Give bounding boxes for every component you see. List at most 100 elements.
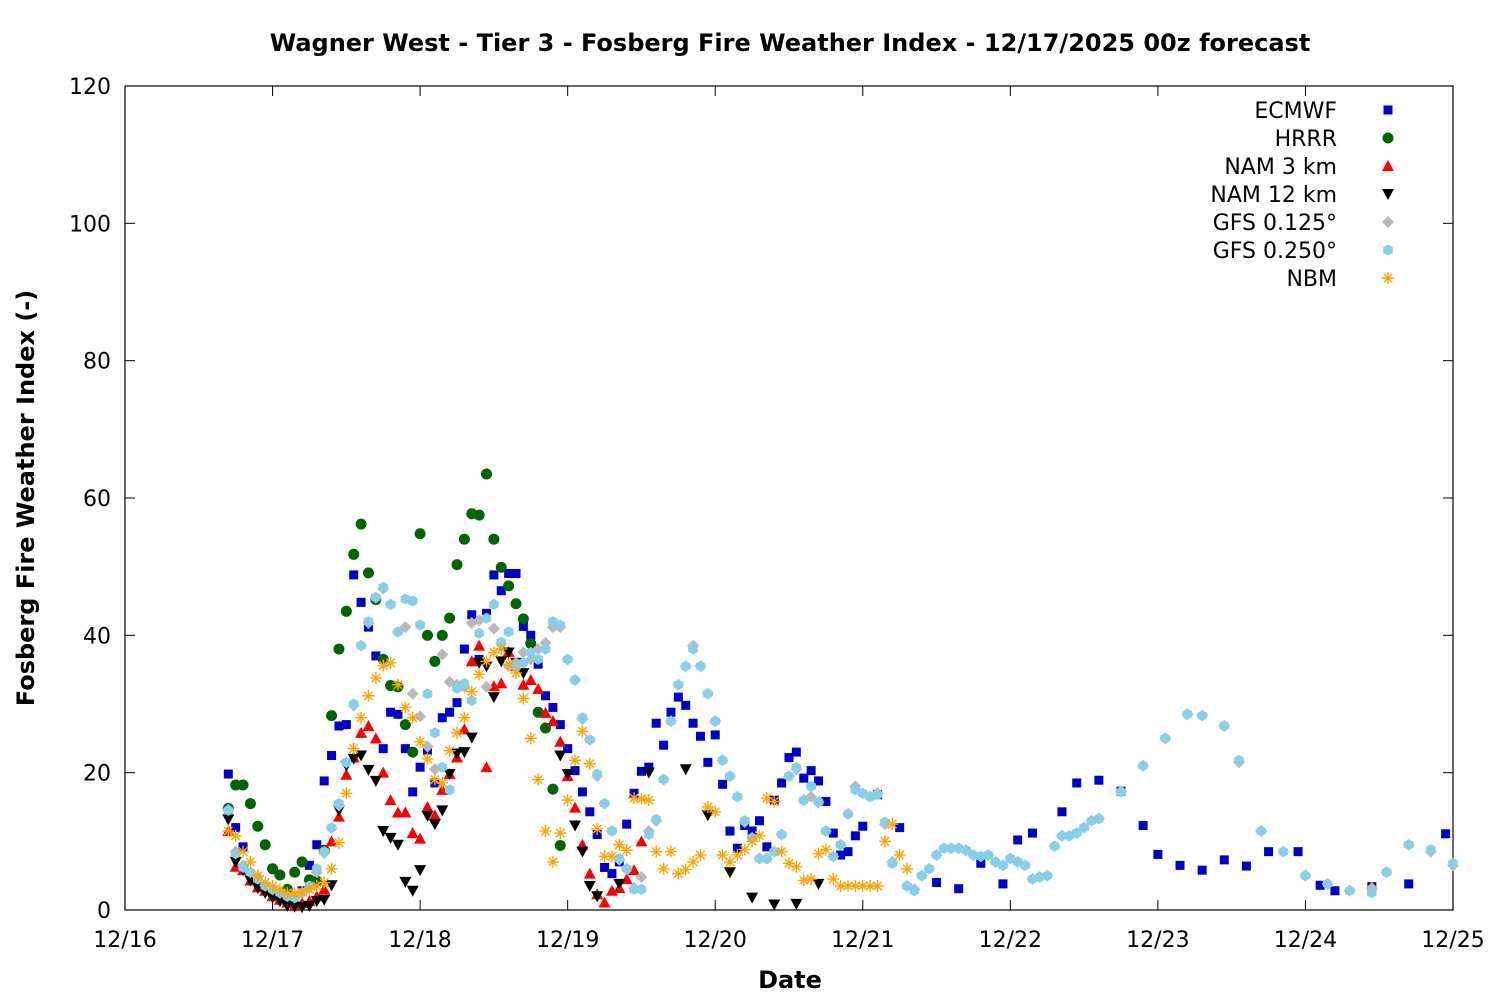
data-point — [421, 810, 434, 822]
data-point — [546, 855, 559, 868]
data-point — [458, 533, 470, 545]
data-point — [990, 856, 1001, 868]
data-point — [384, 656, 397, 669]
data-point — [385, 598, 396, 610]
data-point — [436, 776, 449, 789]
data-point — [554, 827, 567, 840]
data-point — [532, 682, 545, 694]
data-point — [864, 879, 877, 892]
data-point — [554, 750, 567, 762]
data-point — [526, 630, 536, 640]
data-point — [555, 619, 566, 631]
data-point — [872, 789, 883, 801]
data-point — [1153, 849, 1163, 859]
data-point — [814, 776, 824, 786]
data-point — [598, 850, 611, 863]
data-point — [524, 673, 537, 685]
data-point — [1426, 844, 1436, 856]
data-point — [703, 688, 713, 700]
data-point — [768, 899, 781, 911]
legend-marker — [1383, 244, 1393, 256]
data-point — [238, 861, 248, 873]
data-point — [1072, 827, 1082, 839]
data-point — [502, 658, 515, 671]
data-point — [694, 849, 707, 862]
data-point — [489, 570, 499, 580]
data-point — [467, 610, 477, 620]
data-point — [495, 656, 508, 668]
data-point — [296, 902, 309, 914]
data-point — [517, 692, 530, 705]
data-point — [797, 874, 810, 887]
data-point — [415, 619, 425, 631]
data-point — [303, 883, 316, 896]
data-point — [1020, 859, 1030, 871]
data-point — [223, 804, 234, 816]
data-point — [1160, 732, 1170, 744]
data-point — [585, 734, 595, 746]
legend-marker — [1383, 105, 1393, 115]
x-axis-label: Date — [758, 966, 822, 994]
legend-marker — [1382, 132, 1394, 144]
data-point — [378, 744, 388, 754]
data-point — [428, 819, 441, 831]
data-point — [858, 821, 868, 831]
data-point — [828, 828, 838, 838]
data-point — [1293, 847, 1303, 857]
data-point — [318, 894, 331, 906]
x-tick-label: 12/21 — [831, 928, 894, 953]
data-point — [607, 869, 617, 879]
data-point — [451, 559, 463, 571]
data-point — [856, 879, 869, 892]
data-point — [517, 668, 530, 680]
data-point — [946, 842, 957, 854]
data-point — [428, 809, 441, 821]
data-point — [391, 839, 404, 851]
data-point — [355, 711, 368, 724]
data-point — [953, 842, 964, 854]
data-point — [1057, 807, 1067, 817]
data-point — [1027, 873, 1038, 885]
data-point — [998, 879, 1008, 889]
data-point — [849, 879, 862, 892]
data-point — [496, 586, 506, 596]
data-point — [340, 605, 352, 617]
data-point — [414, 710, 427, 723]
data-point — [386, 707, 396, 717]
data-point — [355, 726, 368, 738]
data-point — [732, 791, 743, 803]
data-point — [414, 865, 427, 877]
data-point — [296, 856, 308, 868]
data-point — [1441, 829, 1451, 839]
data-point — [458, 711, 471, 724]
data-point — [642, 794, 655, 807]
data-point — [340, 787, 353, 800]
data-point — [664, 845, 677, 858]
data-point — [465, 685, 478, 698]
data-point — [303, 900, 316, 912]
data-point — [1330, 886, 1340, 896]
data-point — [496, 636, 506, 648]
data-point — [480, 761, 493, 773]
data-point — [540, 643, 551, 655]
data-point — [1197, 710, 1207, 722]
data-point — [252, 820, 264, 832]
data-point — [931, 849, 942, 861]
data-point — [362, 719, 375, 731]
data-point — [503, 626, 514, 638]
x-tick-label: 12/25 — [1421, 928, 1484, 953]
data-point — [430, 727, 440, 739]
data-point — [769, 846, 779, 858]
data-point — [738, 843, 751, 856]
data-point — [644, 829, 654, 840]
data-point — [740, 815, 750, 827]
data-point — [850, 831, 860, 841]
series-nbm — [222, 643, 914, 900]
data-point — [695, 731, 705, 741]
data-point — [688, 643, 698, 655]
data-point — [812, 847, 825, 860]
data-point — [659, 740, 669, 750]
data-point — [576, 725, 589, 738]
data-point — [688, 718, 698, 728]
legend-label: NAM 12 km — [1210, 183, 1337, 208]
